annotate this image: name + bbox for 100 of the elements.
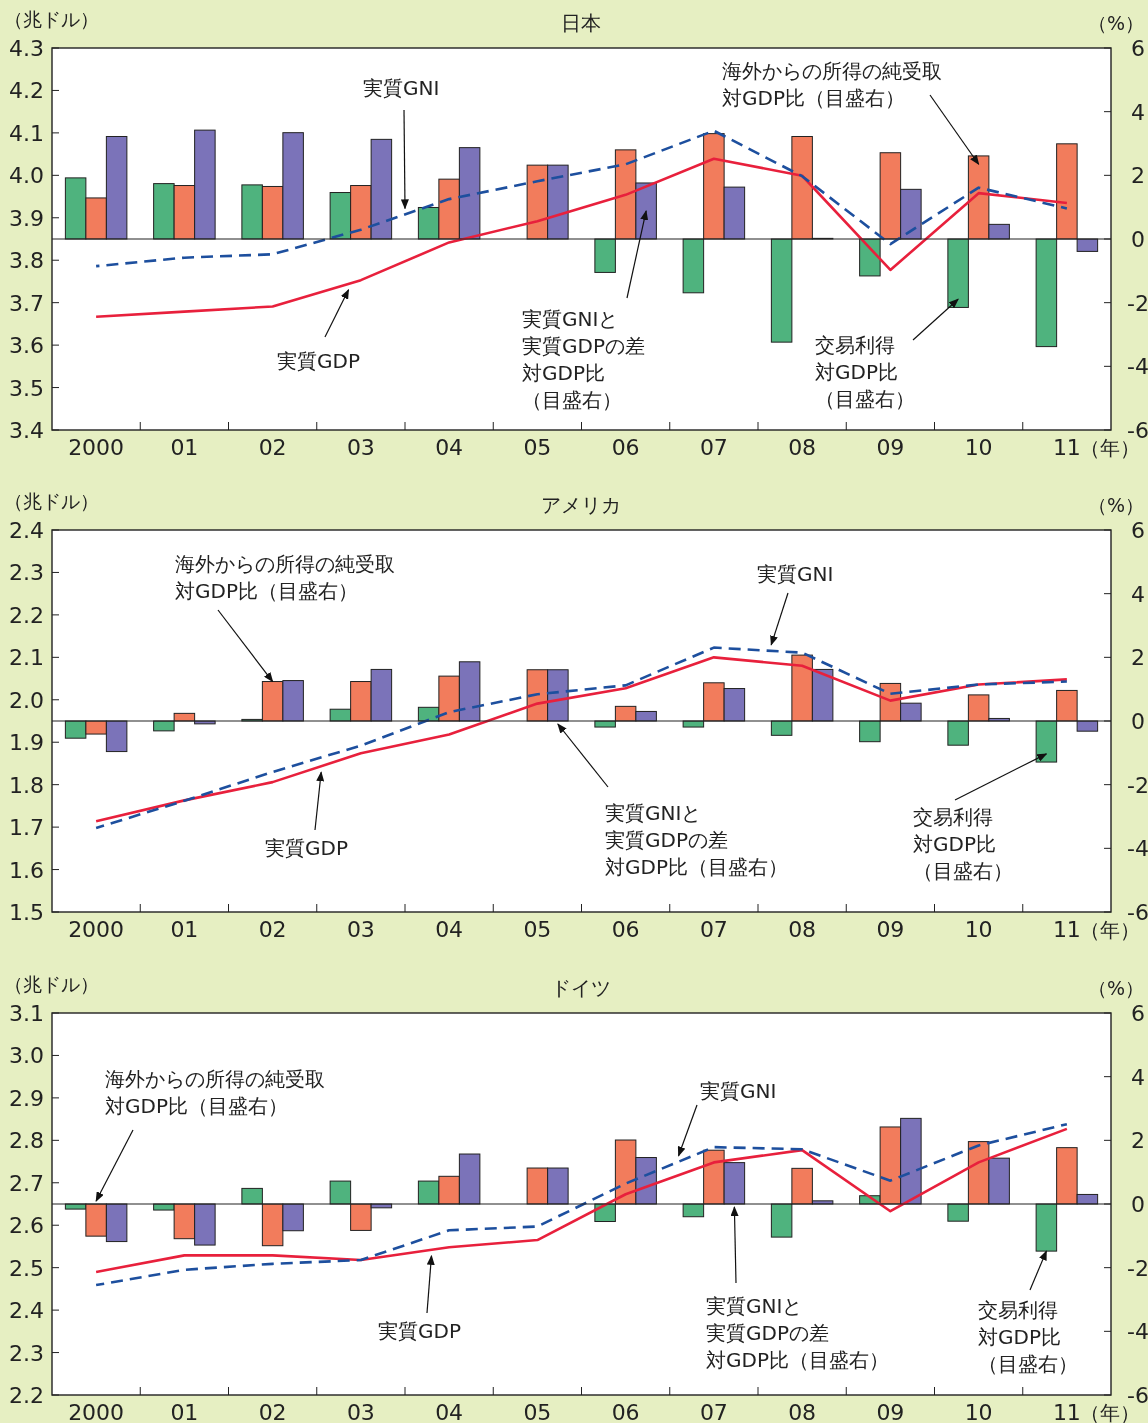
y-tick-label: 2.2: [9, 1383, 44, 1408]
x-tick-label: 09: [876, 435, 905, 460]
y-tick-label: 3.6: [9, 333, 44, 359]
x-tick-label: 02: [258, 917, 287, 942]
y-tick-label: 1.5: [9, 900, 44, 925]
y-axis-title: （兆ドル）: [4, 490, 99, 512]
x-tick-label: 01: [170, 1400, 199, 1423]
y-tick-label: 3.7: [9, 290, 44, 316]
x-tick-label: 01: [170, 435, 199, 460]
text: 実質GDP: [265, 836, 348, 860]
x-tick-label: 01: [170, 917, 199, 942]
y-tick-label: 4.1: [9, 120, 44, 146]
y2-tick-label: -2: [1127, 290, 1148, 316]
y-tick-label: 3.8: [9, 248, 44, 274]
y-tick-label: 2.4: [9, 518, 44, 543]
chart-title: ドイツ: [551, 976, 611, 1000]
y-tick-label: 2.5: [9, 1255, 44, 1281]
x-tick-label: 05: [523, 435, 552, 460]
y-tick-label: 2.1: [9, 645, 44, 671]
x-tick-label: 11: [1052, 1400, 1081, 1423]
series-label: 海外からの所得の純受取対GDP比（目盛右）: [722, 59, 942, 110]
y2-tick-label: 0: [1131, 1192, 1145, 1217]
text: 実質GNIと実質GDPの差対GDP比（目盛右）: [706, 1294, 889, 1372]
y2-tick-label: -4: [1127, 354, 1148, 380]
y-tick-label: 2.4: [9, 1298, 44, 1324]
y2-tick-label: -6: [1127, 900, 1148, 925]
x-tick-label: 11: [1052, 917, 1081, 942]
y2-tick-label: -4: [1127, 1319, 1148, 1345]
x-tick-label: 2000: [68, 917, 125, 942]
text: 実質GNIと実質GDPの差対GDP比（目盛右）: [605, 801, 788, 879]
x-tick-label: 10: [964, 1400, 993, 1423]
y-tick-label: 1.9: [9, 730, 44, 756]
y-tick-label: 3.4: [9, 418, 44, 443]
text: 実質GNI: [757, 562, 834, 586]
x-tick-label: 03: [346, 435, 375, 460]
x-tick-label: 07: [699, 917, 728, 942]
text: 実質GNI: [363, 76, 440, 100]
y2-axis-title: （%）: [1087, 494, 1144, 516]
x-tick-label: 05: [523, 917, 552, 942]
text: 実質GNI: [700, 1079, 777, 1103]
y-tick-label: 2.2: [9, 602, 44, 628]
x-tick-label: 02: [258, 1400, 287, 1423]
y-tick-label: 2.0: [9, 687, 44, 713]
y2-tick-label: 4: [1131, 1064, 1145, 1090]
y-axis-title: （兆ドル）: [4, 8, 99, 30]
chart-title: 日本: [561, 11, 601, 35]
y-tick-label: 2.3: [9, 1340, 44, 1366]
x-tick-label: 05: [523, 1400, 552, 1423]
x-tick-label: 11: [1052, 435, 1081, 460]
y2-tick-label: 0: [1131, 709, 1145, 734]
y2-tick-label: 6: [1131, 36, 1145, 61]
y-tick-label: 2.7: [9, 1170, 44, 1196]
y-tick-label: 1.6: [9, 857, 44, 883]
y2-tick-label: 6: [1131, 1001, 1145, 1026]
y2-tick-label: 2: [1131, 1128, 1145, 1154]
text: 実質GNIと実質GDPの差対GDP比（目盛右）: [522, 307, 645, 412]
y2-tick-label: -6: [1127, 418, 1148, 443]
x-tick-label: 07: [699, 1400, 728, 1423]
y-tick-label: 4.2: [9, 78, 44, 104]
y-tick-label: 3.0: [9, 1043, 44, 1069]
x-tick-label: 02: [258, 435, 287, 460]
y-tick-label: 2.8: [9, 1128, 44, 1154]
y-tick-label: 3.1: [9, 1001, 44, 1026]
y2-tick-label: 4: [1131, 99, 1145, 125]
x-tick-label: 03: [346, 917, 375, 942]
x-tick-label: 04: [435, 917, 464, 942]
y-tick-label: 4.0: [9, 163, 44, 189]
y2-tick-label: -2: [1127, 772, 1148, 798]
y2-tick-label: -4: [1127, 836, 1148, 862]
y-tick-label: 3.9: [9, 205, 44, 231]
y2-tick-label: 0: [1131, 227, 1145, 252]
y2-axis-title: （%）: [1087, 12, 1144, 34]
x-tick-label: 2000: [68, 435, 125, 460]
y-tick-label: 2.9: [9, 1085, 44, 1111]
text: 実質GDP: [277, 349, 360, 373]
x-tick-label: 06: [611, 1400, 640, 1423]
chart-title: アメリカ: [541, 493, 621, 517]
x-tick-label: 10: [964, 435, 993, 460]
y2-tick-label: 6: [1131, 518, 1145, 543]
y2-tick-label: -6: [1127, 1383, 1148, 1408]
text: 海外からの所得の純受取対GDP比（目盛右）: [105, 1067, 325, 1118]
y2-axis-title: （%）: [1087, 977, 1144, 999]
text: 実質GDP: [378, 1319, 461, 1343]
y-tick-label: 2.6: [9, 1213, 44, 1239]
text: 海外からの所得の純受取対GDP比（目盛右）: [175, 552, 395, 603]
x-tick-label: 06: [611, 435, 640, 460]
x-tick-label: 09: [876, 1400, 905, 1423]
y-tick-label: 1.7: [9, 815, 44, 841]
y-tick-label: 2.3: [9, 560, 44, 586]
y2-tick-label: 2: [1131, 163, 1145, 189]
y-tick-label: 1.8: [9, 772, 44, 798]
x-tick-label: 06: [611, 917, 640, 942]
x-tick-label: 04: [435, 1400, 464, 1423]
series-label: 交易利得対GDP比（目盛右）: [815, 333, 915, 411]
y2-tick-label: -2: [1127, 1255, 1148, 1281]
y2-tick-label: 4: [1131, 581, 1145, 607]
x-tick-label: 08: [788, 435, 817, 460]
x-tick-label: 10: [964, 917, 993, 942]
y-tick-label: 3.5: [9, 375, 44, 401]
y-tick-label: 4.3: [9, 36, 44, 61]
